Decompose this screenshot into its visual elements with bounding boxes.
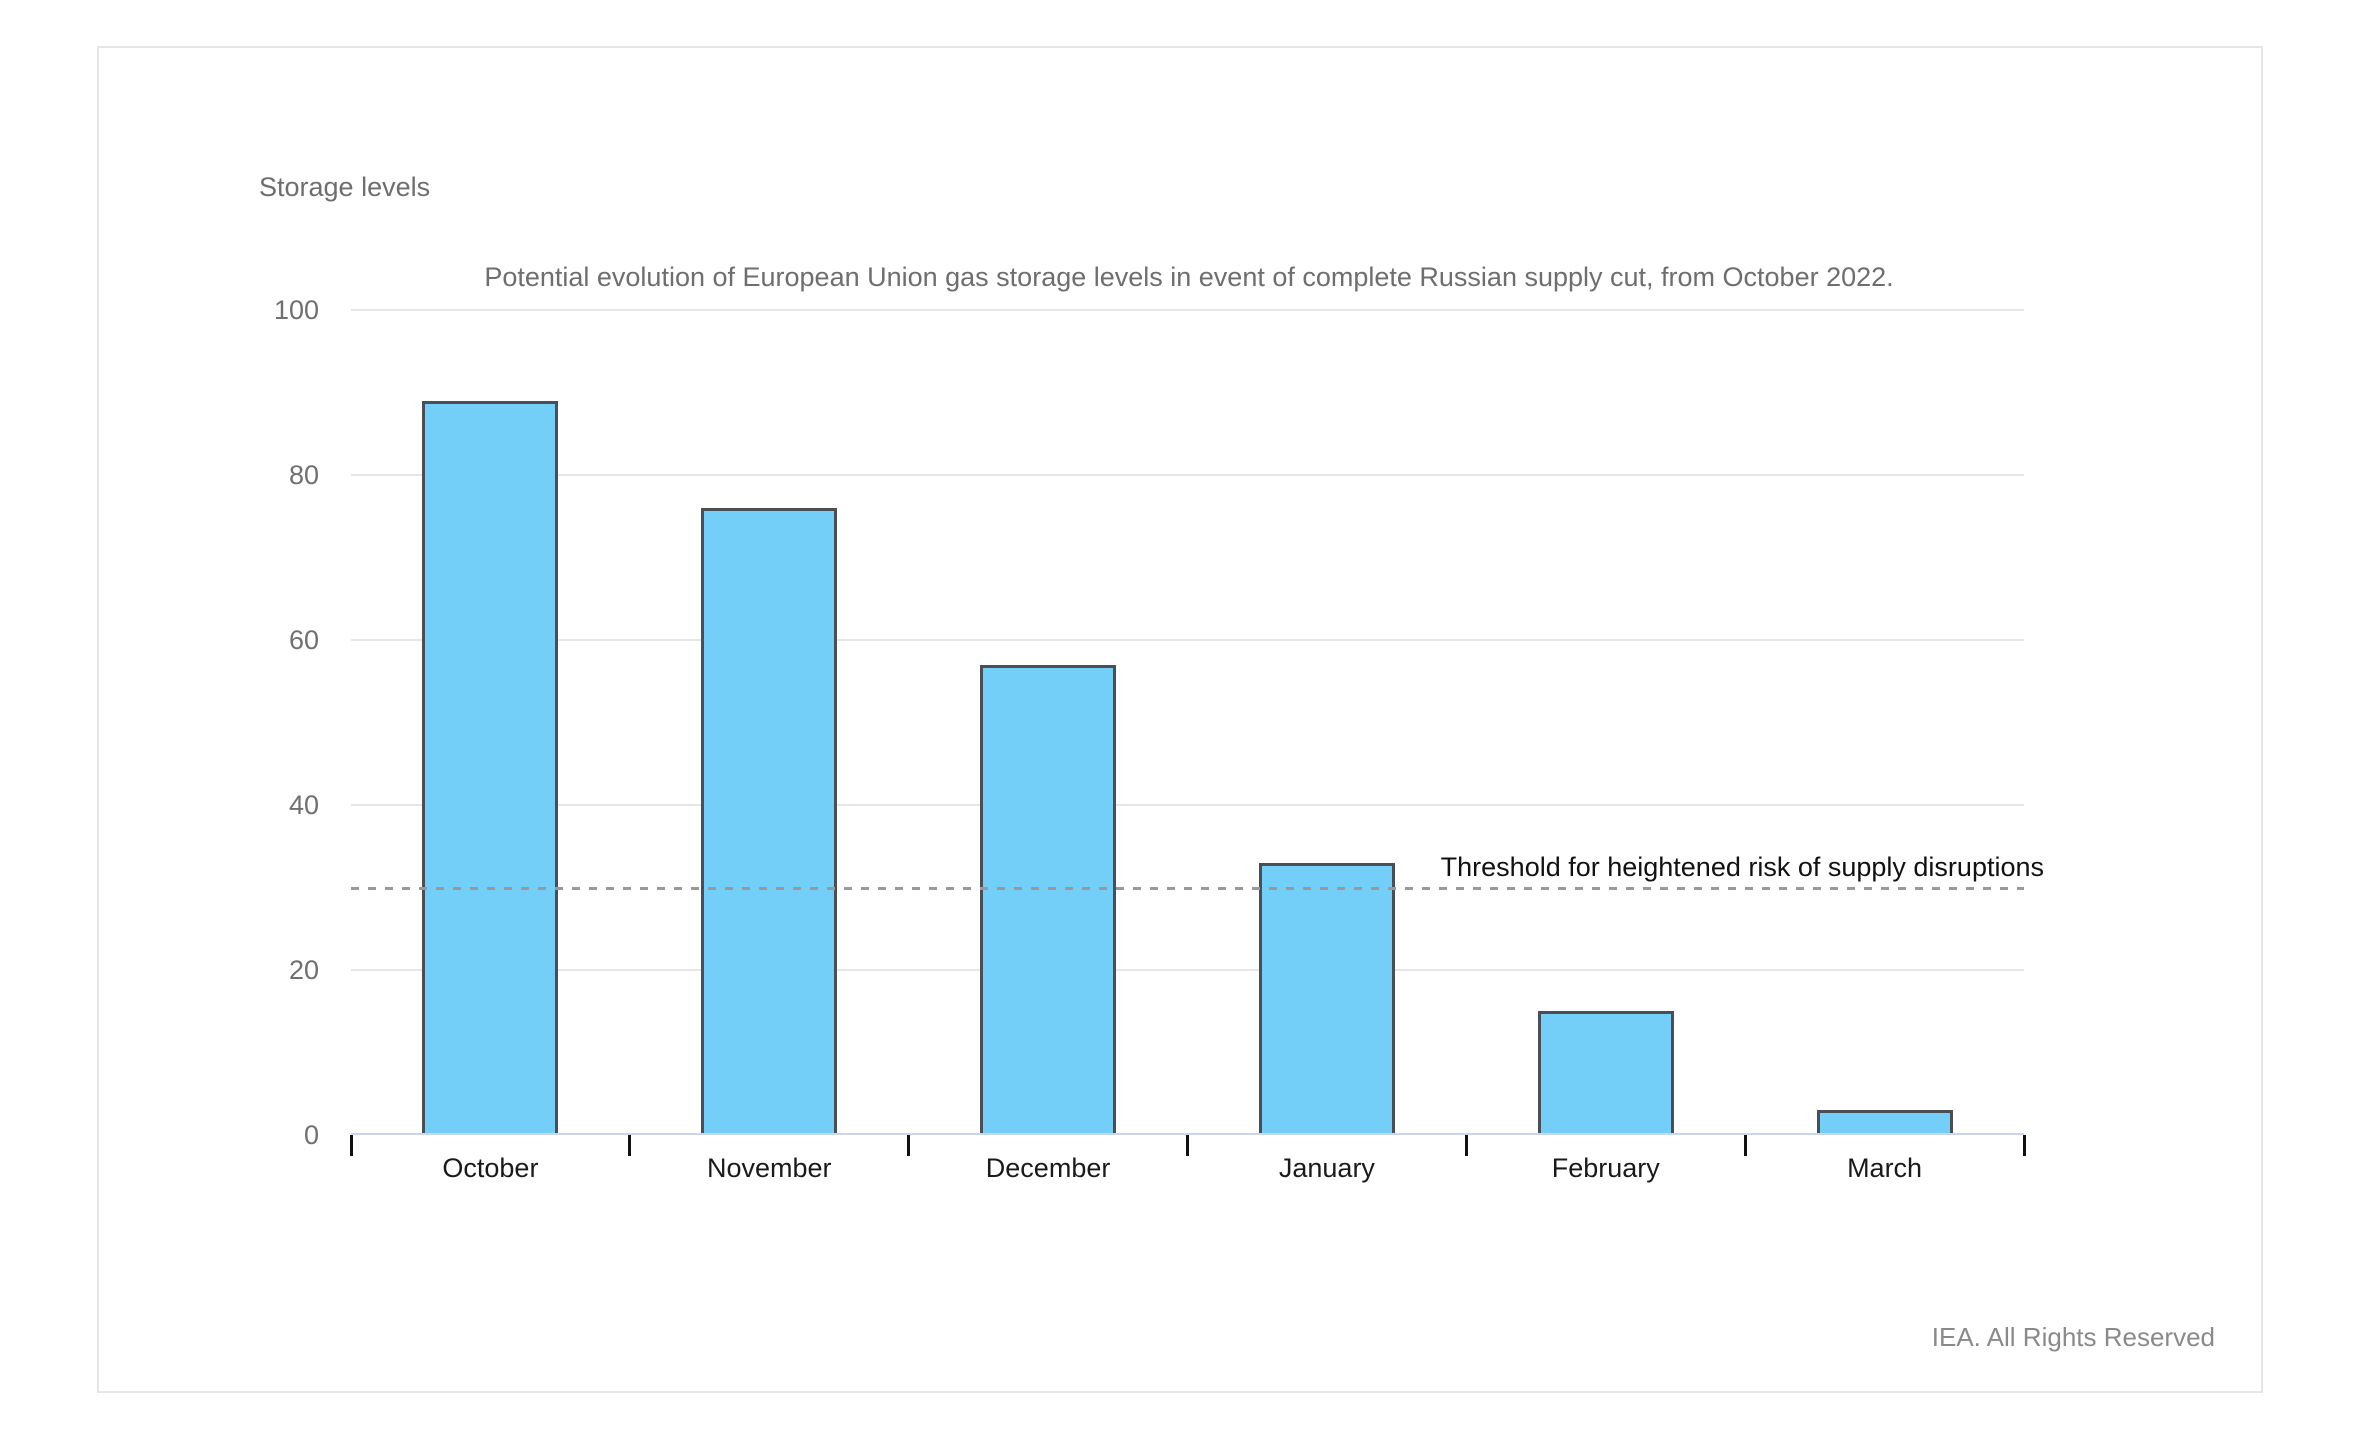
threshold-label: Threshold for heightened risk of supply … (1440, 851, 2044, 882)
y-tick-label-60: 60 (288, 625, 319, 655)
bar-january[interactable] (1258, 862, 1395, 1135)
x-tick-label-february: February (1551, 1153, 1660, 1183)
y-axis-title: Storage levels (259, 172, 431, 202)
bar-november[interactable] (701, 508, 838, 1135)
x-tick-label-october: October (442, 1153, 539, 1183)
y-tick-label-0: 0 (303, 1120, 319, 1150)
bar-march[interactable] (1816, 1110, 1953, 1135)
gridline-100 (351, 309, 2024, 311)
x-axis-tick (628, 1135, 632, 1156)
chart-title: Potential evolution of European Union ga… (484, 262, 1894, 292)
y-tick-label-100: 100 (273, 295, 319, 325)
bar-february[interactable] (1537, 1011, 1674, 1135)
chart-card: Storage levels Potential evolution of Eu… (97, 46, 2263, 1393)
x-axis-line (351, 1133, 2024, 1135)
bar-december[interactable] (980, 664, 1117, 1135)
plot-area: Threshold for heightened risk of supply … (349, 309, 2044, 1183)
y-tick-label-80: 80 (288, 460, 319, 490)
x-tick-label-march: March (1847, 1153, 1923, 1183)
y-tick-label-20: 20 (288, 955, 319, 985)
x-axis-tick (1186, 1135, 1189, 1156)
x-tick-label-december: December (985, 1153, 1111, 1183)
x-axis-tick (349, 1135, 353, 1156)
x-axis-tick (907, 1135, 911, 1156)
x-axis-tick (1464, 1135, 1468, 1156)
threshold-line (351, 886, 2024, 890)
gridline-60 (351, 639, 2024, 641)
x-tick-label-january: January (1278, 1153, 1375, 1183)
copyright: IEA. All Rights Reserved (1931, 1322, 2215, 1352)
gridline-20 (351, 969, 2024, 971)
y-tick-label-40: 40 (288, 790, 319, 820)
gridline-40 (351, 804, 2024, 806)
gridline-80 (351, 474, 2024, 476)
x-axis-tick (1743, 1135, 1747, 1156)
x-axis-tick (2022, 1135, 2026, 1156)
bar-october[interactable] (422, 400, 559, 1135)
x-tick-label-november: November (706, 1153, 832, 1183)
